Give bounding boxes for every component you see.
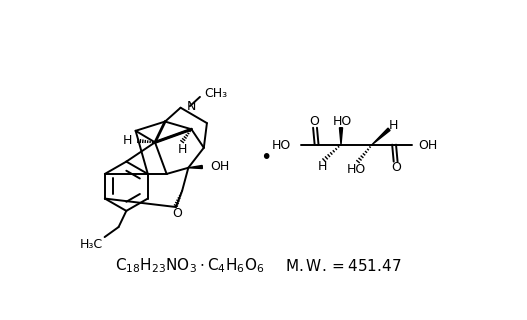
Text: $\mathrm{C_{18}H_{23}NO_3 \cdot C_4H_6O_6}$: $\mathrm{C_{18}H_{23}NO_3 \cdot C_4H_6O_…: [115, 256, 265, 275]
Text: O: O: [309, 115, 319, 128]
Text: O: O: [391, 161, 401, 174]
Text: •: •: [260, 148, 271, 167]
Text: N: N: [187, 100, 196, 113]
Text: H: H: [178, 143, 187, 156]
Polygon shape: [339, 128, 343, 145]
Text: H₃C: H₃C: [80, 238, 103, 251]
Text: OH: OH: [210, 160, 229, 173]
Text: $\mathrm{M.W. = 451.47}$: $\mathrm{M.W. = 451.47}$: [285, 258, 402, 274]
Polygon shape: [188, 165, 202, 169]
Polygon shape: [372, 128, 390, 145]
Text: H: H: [318, 161, 327, 173]
Text: OH: OH: [418, 139, 438, 152]
Text: H: H: [122, 133, 132, 147]
Text: H: H: [389, 119, 398, 132]
Text: HO: HO: [347, 163, 366, 176]
Text: CH₃: CH₃: [204, 87, 227, 100]
Text: HO: HO: [333, 115, 352, 128]
Text: O: O: [172, 207, 182, 220]
Text: HO: HO: [271, 139, 290, 152]
